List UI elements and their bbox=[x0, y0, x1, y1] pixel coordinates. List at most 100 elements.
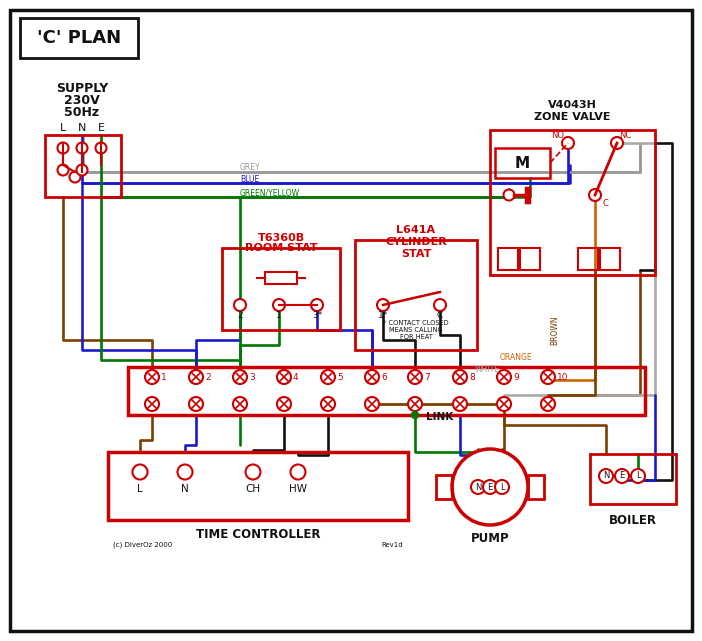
Circle shape bbox=[277, 397, 291, 411]
Text: L: L bbox=[500, 483, 504, 492]
Text: 1: 1 bbox=[161, 372, 167, 381]
Circle shape bbox=[453, 370, 467, 384]
Bar bbox=[598, 248, 620, 270]
Circle shape bbox=[453, 397, 467, 411]
Circle shape bbox=[145, 397, 159, 411]
Circle shape bbox=[503, 190, 515, 201]
Bar bbox=[528, 475, 544, 499]
Bar bbox=[355, 240, 477, 350]
Bar bbox=[578, 248, 600, 270]
Text: L: L bbox=[636, 472, 640, 481]
Circle shape bbox=[615, 469, 629, 483]
Text: LINK: LINK bbox=[426, 412, 453, 422]
Circle shape bbox=[233, 397, 247, 411]
Circle shape bbox=[599, 469, 613, 483]
Bar bbox=[436, 475, 452, 499]
Text: N: N bbox=[181, 484, 189, 494]
Circle shape bbox=[77, 165, 88, 176]
Text: 3*: 3* bbox=[312, 312, 322, 320]
Bar bbox=[222, 248, 340, 330]
Text: CH: CH bbox=[246, 484, 260, 494]
Text: BLUE: BLUE bbox=[240, 174, 259, 183]
Text: ROOM STAT: ROOM STAT bbox=[245, 243, 317, 253]
Text: C: C bbox=[437, 312, 443, 320]
Circle shape bbox=[58, 142, 69, 153]
Text: 2: 2 bbox=[237, 312, 243, 320]
Bar bbox=[128, 367, 645, 415]
Circle shape bbox=[434, 299, 446, 311]
Circle shape bbox=[291, 465, 305, 479]
Text: L641A: L641A bbox=[397, 225, 435, 235]
Text: V4043H: V4043H bbox=[548, 100, 597, 110]
Text: WHITE: WHITE bbox=[475, 365, 500, 374]
Text: 2: 2 bbox=[205, 372, 211, 381]
Text: 6: 6 bbox=[381, 372, 387, 381]
Circle shape bbox=[562, 137, 574, 149]
Bar bbox=[45, 135, 121, 197]
Circle shape bbox=[321, 397, 335, 411]
Bar bbox=[108, 452, 408, 520]
Text: BROWN: BROWN bbox=[550, 315, 559, 345]
Circle shape bbox=[178, 465, 192, 479]
Circle shape bbox=[483, 480, 497, 494]
Circle shape bbox=[495, 480, 509, 494]
Circle shape bbox=[471, 480, 485, 494]
Text: BOILER: BOILER bbox=[609, 513, 657, 526]
Circle shape bbox=[234, 299, 246, 311]
Text: 10: 10 bbox=[557, 372, 569, 381]
Circle shape bbox=[497, 397, 511, 411]
Text: C: C bbox=[602, 199, 608, 208]
Circle shape bbox=[611, 137, 623, 149]
Text: 5: 5 bbox=[337, 372, 343, 381]
Circle shape bbox=[189, 370, 203, 384]
Text: NO: NO bbox=[552, 131, 564, 140]
Text: N: N bbox=[475, 483, 481, 492]
Circle shape bbox=[365, 370, 379, 384]
Text: 7: 7 bbox=[424, 372, 430, 381]
Text: 4: 4 bbox=[293, 372, 298, 381]
Text: 9: 9 bbox=[513, 372, 519, 381]
Circle shape bbox=[497, 370, 511, 384]
Circle shape bbox=[411, 412, 418, 419]
Text: L: L bbox=[137, 484, 143, 494]
Circle shape bbox=[408, 370, 422, 384]
Text: 8: 8 bbox=[469, 372, 475, 381]
Bar bbox=[590, 454, 676, 504]
Circle shape bbox=[277, 370, 291, 384]
Circle shape bbox=[541, 370, 555, 384]
Text: N: N bbox=[603, 472, 609, 481]
Circle shape bbox=[77, 142, 88, 153]
Circle shape bbox=[452, 449, 528, 525]
Text: GREY: GREY bbox=[240, 163, 260, 172]
Text: NC: NC bbox=[619, 131, 631, 140]
Text: N: N bbox=[78, 123, 86, 133]
Text: PUMP: PUMP bbox=[470, 533, 510, 545]
Circle shape bbox=[365, 397, 379, 411]
Circle shape bbox=[69, 172, 81, 183]
Text: 230V: 230V bbox=[64, 94, 100, 106]
Text: 'C' PLAN: 'C' PLAN bbox=[37, 29, 121, 47]
Text: SUPPLY: SUPPLY bbox=[56, 81, 108, 94]
Bar bbox=[265, 272, 297, 284]
Circle shape bbox=[321, 370, 335, 384]
Text: CYLINDER: CYLINDER bbox=[385, 237, 447, 247]
Circle shape bbox=[189, 397, 203, 411]
Circle shape bbox=[95, 142, 107, 153]
Circle shape bbox=[631, 469, 645, 483]
Text: 1*: 1* bbox=[378, 312, 388, 320]
Text: ORANGE: ORANGE bbox=[500, 353, 533, 363]
Text: GREEN/YELLOW: GREEN/YELLOW bbox=[240, 188, 300, 197]
Circle shape bbox=[541, 397, 555, 411]
Text: E: E bbox=[487, 483, 493, 492]
Circle shape bbox=[145, 370, 159, 384]
Bar bbox=[495, 148, 550, 178]
Circle shape bbox=[133, 465, 147, 479]
Text: M: M bbox=[515, 156, 529, 171]
Text: ZONE VALVE: ZONE VALVE bbox=[534, 112, 611, 122]
Bar bbox=[20, 18, 138, 58]
Text: * CONTACT CLOSED
MEANS CALLING
FOR HEAT: * CONTACT CLOSED MEANS CALLING FOR HEAT bbox=[383, 320, 449, 340]
Text: 3: 3 bbox=[249, 372, 255, 381]
Bar bbox=[518, 248, 540, 270]
Text: E: E bbox=[619, 472, 625, 481]
Text: TIME CONTROLLER: TIME CONTROLLER bbox=[196, 528, 320, 542]
